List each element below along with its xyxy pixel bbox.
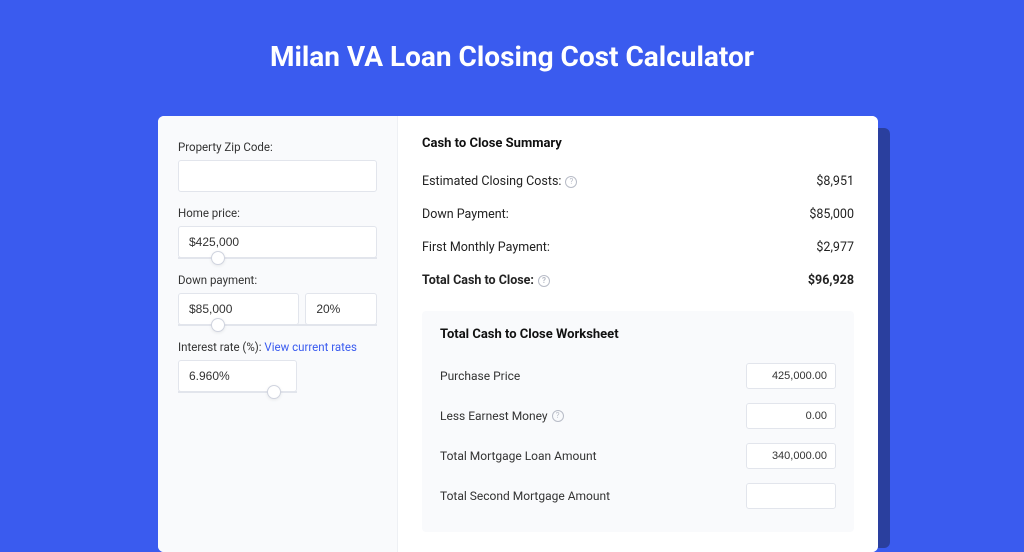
worksheet-label: Total Second Mortgage Amount [440, 489, 610, 503]
page-title: Milan VA Loan Closing Cost Calculator [0, 0, 1024, 101]
summary-total-value: $96,928 [808, 273, 854, 288]
summary-total-label: Total Cash to Close: [422, 273, 534, 288]
worksheet-value-input[interactable] [746, 403, 836, 429]
down-payment-slider-thumb[interactable] [211, 318, 225, 332]
inputs-panel: Property Zip Code: Home price: Down paym… [158, 116, 398, 552]
worksheet-row-mortgage-amount: Total Mortgage Loan Amount [440, 436, 836, 476]
help-icon[interactable]: ? [538, 275, 550, 287]
view-rates-link[interactable]: View current rates [264, 340, 357, 354]
down-payment-input[interactable] [178, 293, 299, 325]
worksheet-label: Total Mortgage Loan Amount [440, 449, 597, 463]
results-panel: Cash to Close Summary Estimated Closing … [398, 116, 878, 552]
worksheet-row-second-mortgage: Total Second Mortgage Amount [440, 476, 836, 516]
summary-row-total: Total Cash to Close: ? $96,928 [422, 264, 854, 297]
home-price-input[interactable] [178, 226, 377, 258]
summary-row-closing-costs: Estimated Closing Costs: ? $8,951 [422, 165, 854, 198]
worksheet-value-input[interactable] [746, 483, 836, 509]
zip-label: Property Zip Code: [178, 140, 377, 154]
worksheet-row-purchase-price: Purchase Price [440, 356, 836, 396]
summary-label: Estimated Closing Costs: [422, 174, 561, 189]
calculator-card: Property Zip Code: Home price: Down paym… [158, 116, 878, 552]
summary-row-down-payment: Down Payment: $85,000 [422, 198, 854, 231]
down-payment-pct-input[interactable] [305, 293, 377, 325]
summary-row-first-payment: First Monthly Payment: $2,977 [422, 231, 854, 264]
worksheet-value-input[interactable] [746, 443, 836, 469]
down-payment-label: Down payment: [178, 273, 377, 287]
down-payment-slider[interactable] [178, 324, 377, 326]
worksheet-label: Less Earnest Money [440, 409, 548, 423]
worksheet-value-input[interactable] [746, 363, 836, 389]
home-price-label: Home price: [178, 206, 377, 220]
help-icon[interactable]: ? [565, 176, 577, 188]
worksheet-title: Total Cash to Close Worksheet [440, 327, 836, 342]
summary-value: $85,000 [809, 207, 854, 222]
worksheet-label: Purchase Price [440, 369, 520, 383]
help-icon[interactable]: ? [552, 410, 564, 422]
worksheet-row-earnest-money: Less Earnest Money ? [440, 396, 836, 436]
interest-input[interactable] [178, 360, 297, 392]
interest-label-text: Interest rate (%): [178, 340, 264, 354]
home-price-slider[interactable] [178, 257, 377, 259]
summary-label: Down Payment: [422, 207, 509, 222]
summary-label: First Monthly Payment: [422, 240, 550, 255]
interest-slider[interactable] [178, 391, 297, 393]
zip-input[interactable] [178, 160, 377, 192]
interest-label: Interest rate (%): View current rates [178, 340, 377, 354]
summary-title: Cash to Close Summary [422, 136, 854, 151]
home-price-slider-thumb[interactable] [211, 251, 225, 265]
worksheet-panel: Total Cash to Close Worksheet Purchase P… [422, 311, 854, 532]
summary-value: $2,977 [816, 240, 854, 255]
summary-value: $8,951 [816, 174, 854, 189]
interest-slider-thumb[interactable] [267, 385, 281, 399]
